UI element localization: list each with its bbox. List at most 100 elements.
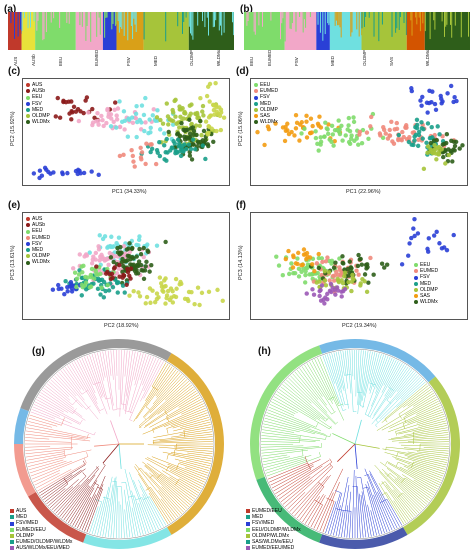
tree-branch xyxy=(140,359,162,402)
tree-branch xyxy=(261,441,300,443)
data-point xyxy=(323,120,328,125)
data-point xyxy=(134,242,139,248)
data-point xyxy=(311,292,317,297)
tree-branch xyxy=(373,494,388,533)
legend-swatch xyxy=(26,101,30,106)
panel-d: (d) PC1 (22.96%) PC2 (15.06%) EEU EUMED FS… xyxy=(236,66,472,196)
data-point xyxy=(116,235,122,240)
tree-arc xyxy=(304,456,308,464)
data-point xyxy=(93,250,99,256)
tree-branch xyxy=(376,394,436,431)
tree-branch xyxy=(102,351,114,411)
data-point xyxy=(144,294,150,300)
legend-label: WLDMx xyxy=(32,119,50,126)
legend-label: EEU/OLDMP/WLDMx xyxy=(252,526,301,533)
tree-branch xyxy=(67,465,106,524)
structure-group-label: WLDMx xyxy=(424,50,430,66)
data-point xyxy=(117,153,123,159)
data-point xyxy=(111,259,116,265)
tree-arc xyxy=(87,433,89,439)
data-point xyxy=(325,255,330,260)
data-point xyxy=(181,149,186,154)
admixture-line xyxy=(45,12,47,33)
tree-branch xyxy=(404,447,449,452)
structure-group-label: EEU xyxy=(57,56,63,66)
data-point xyxy=(136,290,141,295)
data-point xyxy=(106,288,112,293)
data-point xyxy=(69,117,74,122)
tree-branch xyxy=(187,452,213,457)
tree-branch xyxy=(388,432,449,441)
tree-arc xyxy=(129,419,133,422)
data-point xyxy=(434,157,439,162)
data-point xyxy=(416,129,422,135)
tree-branch xyxy=(166,396,201,417)
tree-branch xyxy=(145,471,184,513)
tree-branch xyxy=(290,375,336,424)
data-point xyxy=(121,109,127,114)
data-point xyxy=(117,99,122,104)
legend-item: FSV xyxy=(254,94,278,100)
tree-branch xyxy=(134,466,173,522)
data-point xyxy=(420,136,425,141)
data-point xyxy=(73,109,79,114)
tree-branch xyxy=(153,426,212,438)
data-point xyxy=(168,148,173,153)
data-point xyxy=(289,261,294,266)
legend: AUS AUSb EEU FSV MED OLDMP WLDMx xyxy=(26,82,50,125)
data-point xyxy=(153,118,158,124)
tree-branch xyxy=(357,350,364,414)
data-point xyxy=(444,247,450,253)
admixture-line xyxy=(79,12,81,26)
legend-swatch xyxy=(246,533,250,538)
data-point xyxy=(362,279,367,284)
tree-branch xyxy=(335,477,349,537)
data-point xyxy=(102,258,107,263)
tree-branch xyxy=(388,362,403,388)
tree-branch xyxy=(327,492,341,535)
legend-label: EUMED xyxy=(420,268,439,275)
tree-branch xyxy=(391,436,449,442)
data-point xyxy=(157,153,163,159)
data-point xyxy=(188,126,194,131)
data-point xyxy=(70,266,76,271)
data-point xyxy=(323,259,329,264)
data-point xyxy=(350,276,355,281)
tree-branch xyxy=(324,354,335,384)
legend-swatch xyxy=(254,95,258,100)
data-point xyxy=(415,231,421,236)
legend-label: MED xyxy=(32,247,44,254)
legend-item: MED xyxy=(414,281,438,287)
tree-branch xyxy=(396,370,415,392)
tree-branch xyxy=(129,357,157,420)
data-point xyxy=(116,266,121,271)
admixture-line xyxy=(121,12,123,29)
tree-branch xyxy=(355,475,358,538)
data-point xyxy=(179,120,184,126)
legend-swatch xyxy=(10,527,14,532)
data-point xyxy=(322,301,327,306)
tree-branch xyxy=(140,467,183,515)
data-point xyxy=(340,138,345,143)
data-point xyxy=(280,273,286,278)
tree-branch xyxy=(25,446,73,451)
tree-branch xyxy=(375,379,425,426)
tree-branch xyxy=(389,473,428,505)
tree-branch xyxy=(145,458,202,490)
data-point xyxy=(295,261,300,267)
tree-branch xyxy=(398,461,442,481)
data-point xyxy=(432,142,437,148)
panel-h: (h) EUMED/EEU MED FSV/MED EEU/OLDMP/WLDMx OL… xyxy=(238,334,472,556)
tree-branch xyxy=(416,402,440,415)
data-point xyxy=(108,276,114,282)
tree-arc xyxy=(384,418,388,423)
tree-trunk xyxy=(354,443,358,469)
data-point xyxy=(82,254,87,259)
data-point xyxy=(415,143,421,149)
tree-arc xyxy=(166,428,169,434)
data-point xyxy=(325,131,331,137)
data-point xyxy=(192,301,197,307)
tree-branch xyxy=(144,390,197,427)
tree-branch xyxy=(387,462,437,492)
data-point xyxy=(448,83,454,89)
